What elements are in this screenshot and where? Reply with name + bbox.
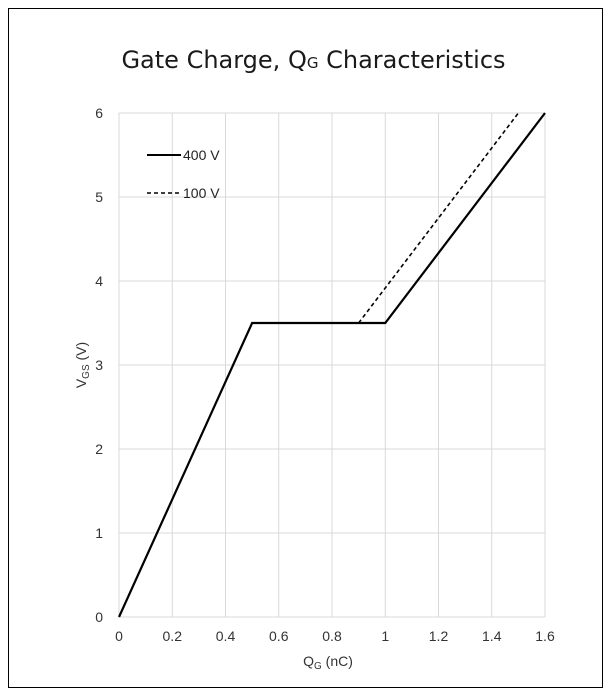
chart-title-subscript: G <box>306 54 319 72</box>
series-line-400v <box>117 112 546 618</box>
x-tick-label: 0.2 <box>163 628 183 644</box>
legend-label-100v: 100 V <box>183 185 220 201</box>
x-tick-label: 0.4 <box>216 628 236 644</box>
tick-labels: 0 0.2 0.4 0.6 0.8 1 1.2 1.4 1.6 0 1 2 3 4 5 6 <box>95 105 555 644</box>
chart-title: Gate Charge, QG Characteristics <box>0 46 613 74</box>
legend-label-400v: 400 V <box>183 147 220 163</box>
x-tick-label: 0 <box>115 628 123 644</box>
y-tick-label: 3 <box>95 357 103 373</box>
chart-frame <box>8 8 603 688</box>
chart-title-suffix: Characteristics <box>318 46 506 74</box>
x-axis-label: QG (nC) <box>303 653 353 672</box>
x-tick-label: 1.2 <box>429 628 449 644</box>
y-tick-label: 2 <box>95 441 103 457</box>
legend: 400 V 100 V <box>147 147 220 201</box>
x-tick-label: 1.6 <box>535 628 555 644</box>
x-tick-label: 0.8 <box>322 628 342 644</box>
x-tick-label: 1.4 <box>482 628 502 644</box>
y-tick-label: 5 <box>95 189 103 205</box>
y-tick-label: 0 <box>95 609 103 625</box>
x-tick-label: 1 <box>381 628 389 644</box>
y-axis-label: VGS (V) <box>73 342 92 388</box>
y-tick-label: 1 <box>95 525 103 541</box>
series-lines <box>117 112 546 618</box>
y-tick-label: 6 <box>95 105 103 121</box>
x-tick-label: 0.6 <box>269 628 289 644</box>
y-tick-label: 4 <box>95 273 103 289</box>
grid-lines <box>118 112 546 618</box>
series-line-100v <box>357 112 520 324</box>
chart-title-main: Gate Charge, Q <box>121 46 307 74</box>
